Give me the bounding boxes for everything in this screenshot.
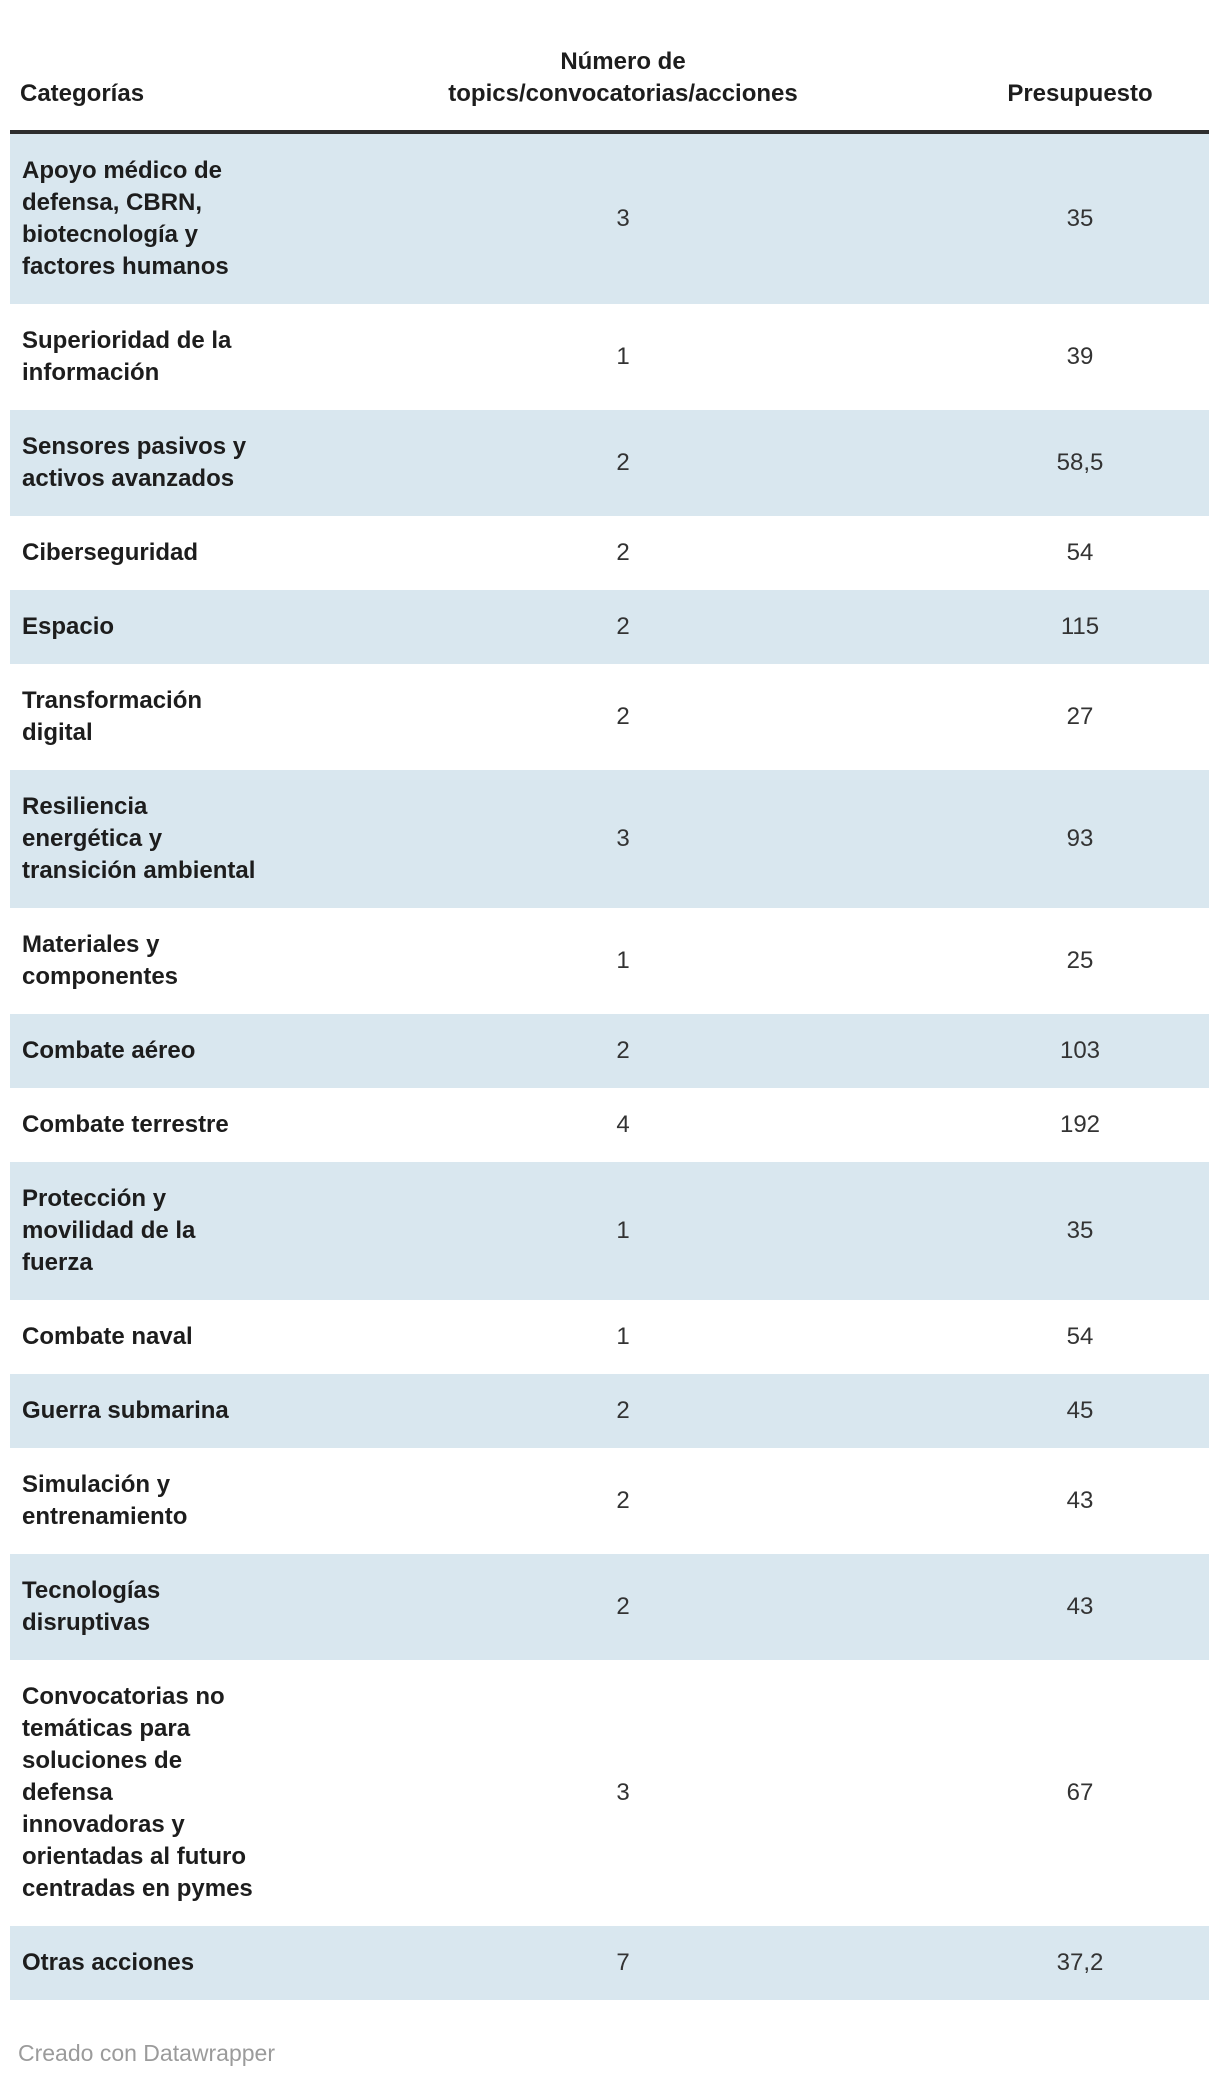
budget-cell: 37,2 <box>1056 1949 1104 1976</box>
category-label: Espacio <box>22 613 115 640</box>
topics-count-cell: 2 <box>616 1593 630 1620</box>
category-label: Guerra submarina <box>22 1397 229 1424</box>
table-row: Otras acciones 7 37,2 <box>10 1926 1209 2000</box>
datawrapper-credit-link[interactable]: Creado con Datawrapper <box>18 2040 275 2066</box>
topics-count-cell: 2 <box>616 613 630 640</box>
category-cell: Espacio <box>10 590 295 664</box>
table-row: Sensores pasivos y activos avanzados 2 5… <box>10 410 1209 516</box>
table-row: Guerra submarina 2 45 <box>10 1374 1209 1448</box>
category-label: Combate naval <box>22 1323 193 1350</box>
topics-count-cell: 1 <box>616 947 630 974</box>
table-row: Espacio 2 115 <box>10 590 1209 664</box>
topics-count-cell: 2 <box>616 703 630 730</box>
category-label: Protección y movilidad de la fuerza <box>22 1185 196 1276</box>
topics-count-cell: 2 <box>616 539 630 566</box>
table-row: Combate naval 1 54 <box>10 1300 1209 1374</box>
category-cell: Combate terrestre <box>10 1088 295 1162</box>
category-label: Tecnologías disruptivas <box>22 1577 161 1636</box>
category-cell: Guerra submarina <box>10 1374 295 1448</box>
data-table: Categorías Número de topics/convocatoria… <box>10 0 1209 2000</box>
topics-count-cell: 7 <box>616 1949 630 1976</box>
budget-cell: 43 <box>1066 1487 1094 1514</box>
topics-count-cell: 1 <box>616 1323 630 1350</box>
table-row: Combate terrestre 4 192 <box>10 1088 1209 1162</box>
topics-count-cell: 2 <box>616 1037 630 1064</box>
budget-cell: 54 <box>1066 539 1094 566</box>
category-cell: Superioridad de la información <box>10 304 295 410</box>
budget-cell: 58,5 <box>1056 449 1104 476</box>
category-cell: Simulación y entrenamiento <box>10 1448 295 1554</box>
topics-count-cell: 3 <box>616 1779 630 1806</box>
budget-cell: 25 <box>1066 947 1094 974</box>
column-header-topics: Número de topics/convocatorias/acciones <box>295 0 951 134</box>
category-cell: Apoyo médico de defensa, CBRN, biotecnol… <box>10 132 295 304</box>
budget-cell: 54 <box>1066 1323 1094 1350</box>
category-cell: Sensores pasivos y activos avanzados <box>10 410 295 516</box>
budget-cell: 45 <box>1066 1397 1094 1424</box>
category-cell: Transformación digital <box>10 664 295 770</box>
budget-cell: 43 <box>1066 1593 1094 1620</box>
topics-count-cell: 3 <box>616 205 630 232</box>
column-header-categorias-label: Categorías <box>20 80 145 107</box>
category-label: Transformación digital <box>22 687 203 746</box>
topics-count-cell: 4 <box>616 1111 630 1138</box>
category-cell: Combate naval <box>10 1300 295 1374</box>
category-label: Combate terrestre <box>22 1111 229 1138</box>
column-header-categorias: Categorías <box>10 0 295 134</box>
budget-cell: 115 <box>1060 613 1100 640</box>
category-cell: Convocatorias no temáticas para solucion… <box>10 1660 295 1926</box>
table-row: Apoyo médico de defensa, CBRN, biotecnol… <box>10 132 1209 304</box>
budget-cell: 27 <box>1066 703 1094 730</box>
column-header-topics-label: Número de topics/convocatorias/acciones <box>448 48 798 107</box>
category-label: Sensores pasivos y activos avanzados <box>22 433 247 492</box>
category-label: Resiliencia energética y transición ambi… <box>22 793 256 884</box>
table-row: Protección y movilidad de la fuerza 1 35 <box>10 1162 1209 1300</box>
category-cell: Protección y movilidad de la fuerza <box>10 1162 295 1300</box>
topics-count-cell: 3 <box>616 825 630 852</box>
column-header-presupuesto-label: Presupuesto <box>1007 80 1153 107</box>
table-row: Superioridad de la información 1 39 <box>10 304 1209 410</box>
table-header-row: Categorías Número de topics/convocatoria… <box>10 0 1209 134</box>
budget-cell: 35 <box>1066 205 1094 232</box>
budget-cell: 103 <box>1059 1037 1101 1064</box>
category-cell: Resiliencia energética y transición ambi… <box>10 770 295 908</box>
table-body: Apoyo médico de defensa, CBRN, biotecnol… <box>10 132 1209 2000</box>
category-cell: Combate aéreo <box>10 1014 295 1088</box>
table-header: Categorías Número de topics/convocatoria… <box>10 0 1209 134</box>
table-row: Materiales y componentes 1 25 <box>10 908 1209 1014</box>
category-label: Apoyo médico de defensa, CBRN, biotecnol… <box>22 157 229 280</box>
table-row: Simulación y entrenamiento 2 43 <box>10 1448 1209 1554</box>
table-row: Tecnologías disruptivas 2 43 <box>10 1554 1209 1660</box>
category-label: Ciberseguridad <box>22 539 199 566</box>
budget-cell: 67 <box>1066 1779 1094 1806</box>
category-label: Superioridad de la información <box>22 327 232 386</box>
table-row: Transformación digital 2 27 <box>10 664 1209 770</box>
budget-cell: 35 <box>1066 1217 1094 1244</box>
category-cell: Tecnologías disruptivas <box>10 1554 295 1660</box>
category-cell: Materiales y componentes <box>10 908 295 1014</box>
category-label: Otras acciones <box>22 1949 195 1976</box>
table-row: Resiliencia energética y transición ambi… <box>10 770 1209 908</box>
column-header-presupuesto: Presupuesto <box>951 0 1209 134</box>
category-cell: Ciberseguridad <box>10 516 295 590</box>
budget-cell: 192 <box>1059 1111 1101 1138</box>
table-row: Convocatorias no temáticas para solucion… <box>10 1660 1209 1926</box>
topics-count-cell: 1 <box>616 1217 630 1244</box>
topics-count-cell: 2 <box>616 1487 630 1514</box>
table-row: Ciberseguridad 2 54 <box>10 516 1209 590</box>
topics-count-cell: 2 <box>616 1397 630 1424</box>
topics-count-cell: 1 <box>616 343 630 370</box>
category-label: Materiales y componentes <box>22 931 179 990</box>
topics-count-cell: 2 <box>616 449 630 476</box>
table-row: Combate aéreo 2 103 <box>10 1014 1209 1088</box>
category-label: Convocatorias no temáticas para solucion… <box>22 1683 253 1902</box>
budget-cell: 93 <box>1066 825 1094 852</box>
budget-cell: 39 <box>1066 343 1094 370</box>
category-label: Combate aéreo <box>22 1037 196 1064</box>
category-label: Simulación y entrenamiento <box>22 1471 188 1530</box>
category-cell: Otras acciones <box>10 1926 295 2000</box>
